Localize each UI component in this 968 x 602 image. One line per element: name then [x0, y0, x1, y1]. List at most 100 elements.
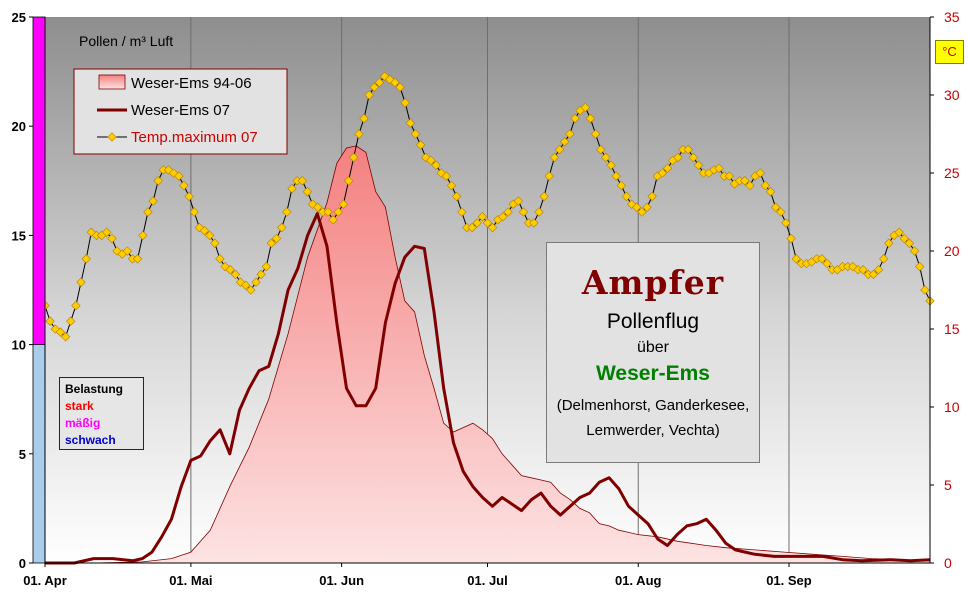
- legend-label-line: Weser-Ems 07: [131, 102, 230, 119]
- temperature-point: [426, 155, 436, 166]
- temperature-point: [271, 233, 282, 244]
- temperature-point: [863, 269, 873, 280]
- temperature-point: [431, 160, 441, 170]
- temperature-point: [76, 277, 86, 287]
- area-series-weser-ems-94-06: [45, 145, 931, 564]
- temperature-point: [323, 207, 333, 217]
- temperature-point: [277, 222, 287, 233]
- temperature-point: [765, 187, 776, 197]
- temperature-point: [812, 254, 822, 264]
- temperature-point: [210, 238, 220, 248]
- temperature-point: [349, 152, 359, 163]
- temperature-point: [678, 144, 688, 155]
- temperature-point: [359, 113, 369, 124]
- temperature-point: [225, 265, 235, 275]
- temperature-point: [189, 207, 199, 217]
- temperature-point: [261, 261, 271, 272]
- temperature-point: [153, 176, 163, 186]
- temperature-point: [256, 269, 266, 280]
- left-axis-unit-label: Pollen / m³ Luft: [79, 33, 174, 49]
- temperature-point: [616, 180, 626, 191]
- temperature-point: [776, 207, 786, 217]
- temperature-point: [693, 160, 704, 170]
- left-tick-label: 15: [12, 228, 26, 243]
- right-tick-label: 10: [944, 399, 960, 415]
- temperature-point: [853, 265, 863, 275]
- temperature-point: [791, 254, 801, 264]
- temperature-point: [405, 118, 415, 128]
- temperature-point: [66, 316, 76, 326]
- temperature-point: [91, 230, 102, 241]
- temperature-point: [158, 165, 168, 175]
- legend-label-temp: Temp.maximum 07: [131, 129, 258, 146]
- temperature-point: [817, 254, 827, 264]
- temperature-point: [657, 168, 668, 178]
- temperature-point: [343, 176, 354, 186]
- right-tick-label: 0: [944, 555, 952, 571]
- temperature-point: [230, 269, 241, 280]
- legend: Weser-Ems 94-06 Weser-Ems 07 Temp.maximum …: [73, 68, 288, 155]
- temperature-point: [446, 180, 457, 191]
- right-tick-label: 15: [944, 321, 960, 337]
- x-tick-label: 01. Apr: [23, 573, 67, 588]
- temperature-point: [266, 238, 277, 248]
- temperature-point: [673, 152, 683, 163]
- left-tick-label: 25: [12, 10, 26, 25]
- temperature-point: [467, 222, 477, 233]
- temperature-point: [477, 212, 488, 222]
- temperature-point: [390, 77, 400, 88]
- temperature-point: [534, 207, 544, 217]
- temperature-point: [904, 238, 915, 248]
- temperature-point: [179, 180, 189, 191]
- right-tick-label: 20: [944, 243, 960, 259]
- temperature-point: [395, 82, 405, 92]
- temperature-point: [55, 327, 66, 337]
- chart-title: Ampfer: [581, 263, 725, 302]
- temperature-point: [297, 176, 307, 186]
- temperature-point: [632, 202, 642, 212]
- axes: 0 5 10 15 20 25 0 5 10 15 20 25 30 35 01. Apr 01. Mai 01…: [12, 9, 960, 588]
- temperature-point: [487, 222, 498, 233]
- chart-subtitle: Pollenflug: [606, 310, 700, 333]
- temperature-point: [174, 171, 184, 181]
- temperature-point: [740, 176, 750, 186]
- temperature-point: [734, 176, 745, 186]
- x-tick-label: 01. Sep: [766, 573, 812, 588]
- temperature-point: [410, 129, 421, 139]
- load-legend-moderate: mäßig: [65, 416, 101, 430]
- temperature-point: [554, 144, 565, 155]
- temperature-point: [246, 285, 256, 295]
- temperature-point: [596, 144, 606, 155]
- right-tick-label: 35: [944, 9, 960, 25]
- temperature-point: [760, 180, 770, 191]
- temperature-point: [621, 191, 632, 202]
- temperature-point: [873, 265, 884, 275]
- temperature-point: [102, 227, 112, 237]
- temperature-point: [611, 171, 621, 181]
- legend-label-area: Weser-Ems 94-06: [131, 75, 252, 92]
- temperature-point: [837, 261, 848, 272]
- load-level-legend: Belastung stark mäßig schwach: [59, 377, 144, 450]
- x-tick-label: 01. Aug: [615, 573, 662, 588]
- temperature-point: [354, 129, 364, 139]
- historical-area: [45, 145, 931, 564]
- temperature-point: [724, 171, 734, 181]
- temperature-point: [827, 265, 837, 275]
- temperature-point: [241, 280, 251, 290]
- temperature-point: [328, 215, 338, 225]
- temperature-point: [400, 98, 410, 108]
- temperature-point: [894, 227, 904, 237]
- x-tick-label: 01. Jul: [467, 573, 507, 588]
- chart-preposition: über: [636, 339, 670, 356]
- legend-swatch-area: [98, 74, 126, 90]
- temperature-point: [199, 226, 210, 236]
- temperature-point: [364, 90, 374, 100]
- line-series-weser-ems-07: [45, 212, 931, 565]
- temperature-point: [884, 238, 894, 248]
- temperature-point: [544, 171, 554, 181]
- left-tick-label: 10: [12, 338, 26, 353]
- temperature-point: [560, 137, 570, 147]
- temperature-point: [313, 202, 323, 212]
- temperature-point: [755, 168, 765, 178]
